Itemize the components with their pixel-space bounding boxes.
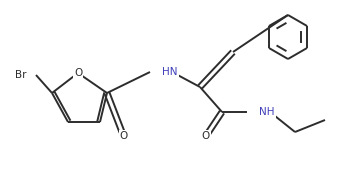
Text: O: O (202, 131, 210, 141)
Text: O: O (120, 131, 128, 141)
Text: NH: NH (259, 107, 274, 117)
Text: O: O (74, 68, 82, 78)
Text: Br: Br (14, 70, 26, 80)
Text: HN: HN (162, 67, 177, 77)
